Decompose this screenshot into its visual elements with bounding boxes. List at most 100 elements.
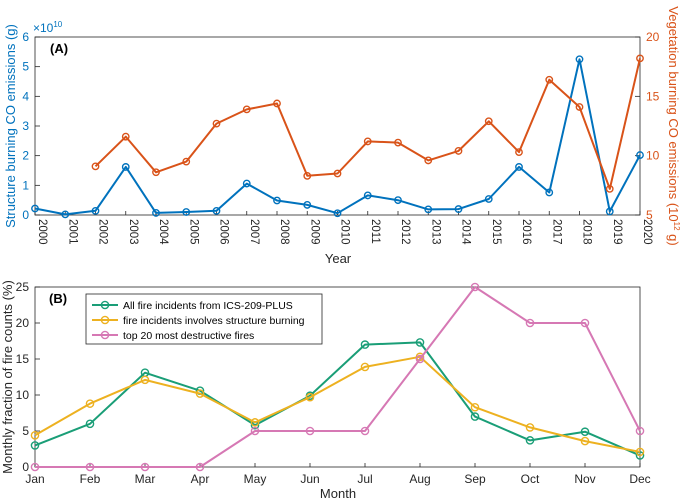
panel-a-exponent: ×1010 bbox=[33, 20, 63, 35]
left-tick-label: 6 bbox=[22, 30, 29, 44]
panel-a-x-axis: 2000 2001 2002 2003 2004 2005 2006 2007 2008 2009… bbox=[34, 211, 653, 245]
data-point bbox=[30, 441, 40, 450]
data-point bbox=[85, 399, 95, 408]
panel-a-right-axis: 5 10 15 20 bbox=[635, 30, 660, 222]
left-tick-label: 5 bbox=[22, 60, 29, 74]
x-tick-label: Jun bbox=[300, 472, 319, 486]
panel-b-y-axis: 0 5 10 15 20 25 bbox=[16, 280, 40, 474]
x-tick-label: 2011 bbox=[369, 219, 381, 244]
data-point bbox=[91, 206, 100, 215]
data-point bbox=[635, 426, 645, 436]
panel-a-right-ylabel-unit: g) bbox=[666, 231, 681, 246]
x-tick-label: 2001 bbox=[66, 219, 78, 245]
data-point bbox=[140, 462, 150, 472]
x-tick-label: Feb bbox=[80, 472, 101, 486]
panel-a-right-ylabel: Vegetation burning CO emissions (1012 g) bbox=[666, 6, 681, 245]
data-point bbox=[394, 196, 402, 205]
panel-a-exponent-power: 10 bbox=[53, 20, 62, 29]
data-point bbox=[360, 426, 370, 436]
data-point bbox=[525, 423, 535, 432]
y-tick-label: 25 bbox=[16, 280, 30, 294]
legend-label: fire incidents involves structure burnin… bbox=[123, 315, 305, 327]
data-point bbox=[525, 436, 535, 445]
x-tick-label: Nov bbox=[574, 472, 595, 486]
x-tick-label: 2000 bbox=[36, 219, 48, 245]
data-point bbox=[360, 340, 370, 349]
x-tick-label: Mar bbox=[135, 472, 156, 486]
panel-a-right-ylabel-power: 12 bbox=[672, 222, 681, 231]
data-point bbox=[580, 436, 590, 446]
data-point bbox=[250, 426, 260, 436]
x-tick-label: Aug bbox=[409, 472, 430, 486]
panel-b-chart: 0 5 10 15 20 25 Jan Feb Mar Apr May Jun Jul Aug Sep Oc… bbox=[0, 280, 651, 501]
x-tick-label: 2009 bbox=[308, 219, 320, 245]
panel-b-x-axis: Jan Feb Mar Apr May Jun Jul Aug Sep Oct Nov Dec bbox=[25, 463, 651, 486]
data-point bbox=[415, 354, 425, 364]
data-point bbox=[152, 168, 160, 177]
data-point bbox=[575, 103, 584, 111]
x-tick-label: 2018 bbox=[581, 219, 593, 245]
data-point bbox=[333, 209, 342, 218]
data-point bbox=[85, 462, 95, 472]
series-line bbox=[34, 355, 641, 453]
legend-label: All fire incidents from ICS-209-PLUS bbox=[123, 300, 293, 312]
right-tick-label: 10 bbox=[646, 149, 660, 163]
panel-a-series bbox=[31, 54, 644, 219]
left-tick-label: 1 bbox=[22, 178, 29, 192]
x-tick-label: 2019 bbox=[611, 219, 623, 245]
panel-b-label: (B) bbox=[49, 291, 67, 306]
data-point bbox=[91, 162, 100, 171]
series-line bbox=[34, 341, 641, 457]
panel-a-left-axis: 0 1 2 3 4 5 6 bbox=[22, 30, 40, 222]
x-tick-label: 2016 bbox=[520, 219, 532, 245]
data-point bbox=[424, 205, 433, 214]
data-point bbox=[484, 195, 493, 203]
data-point bbox=[31, 204, 39, 213]
data-point bbox=[470, 402, 480, 412]
panel-a-xlabel: Year bbox=[325, 251, 352, 266]
x-tick-label: 2020 bbox=[641, 219, 653, 245]
data-point bbox=[140, 375, 150, 385]
panel-a-label: (A) bbox=[50, 41, 68, 56]
x-tick-label: Sep bbox=[464, 472, 486, 486]
series-line bbox=[35, 286, 641, 468]
data-point bbox=[212, 206, 221, 215]
data-point bbox=[303, 201, 312, 209]
x-tick-label: Oct bbox=[521, 472, 540, 486]
data-point bbox=[242, 179, 251, 188]
data-point bbox=[30, 431, 40, 440]
y-tick-label: 5 bbox=[22, 424, 29, 438]
panel-a-exponent-base: ×10 bbox=[33, 21, 54, 35]
data-point bbox=[333, 169, 342, 178]
x-tick-label: Dec bbox=[629, 472, 650, 486]
data-point bbox=[515, 163, 523, 171]
data-point bbox=[121, 132, 130, 141]
data-point bbox=[363, 191, 372, 200]
data-point bbox=[182, 208, 191, 216]
series-line bbox=[94, 58, 641, 190]
data-point bbox=[250, 418, 260, 427]
x-tick-label: 2007 bbox=[248, 219, 260, 245]
y-tick-label: 20 bbox=[16, 316, 30, 330]
data-point bbox=[212, 119, 221, 128]
x-tick-label: 2010 bbox=[339, 219, 351, 245]
data-point bbox=[305, 392, 315, 402]
left-tick-label: 2 bbox=[22, 149, 29, 163]
x-tick-label: 2008 bbox=[278, 219, 290, 245]
x-tick-label: 2012 bbox=[399, 219, 411, 245]
data-point bbox=[305, 426, 315, 436]
data-point bbox=[415, 338, 425, 347]
panel-a-frame bbox=[34, 36, 641, 216]
y-tick-label: 10 bbox=[16, 388, 30, 402]
right-tick-label: 20 bbox=[646, 30, 660, 44]
data-point bbox=[303, 171, 312, 180]
data-point bbox=[484, 117, 493, 126]
data-point bbox=[636, 54, 644, 63]
panel-b-frame bbox=[34, 286, 641, 468]
right-tick-label: 15 bbox=[646, 89, 660, 103]
data-point bbox=[61, 210, 70, 219]
data-point bbox=[195, 462, 205, 472]
x-tick-label: 2004 bbox=[157, 219, 169, 245]
panel-b-ylabel: Monthly fraction of fire counts (%) bbox=[0, 280, 15, 474]
